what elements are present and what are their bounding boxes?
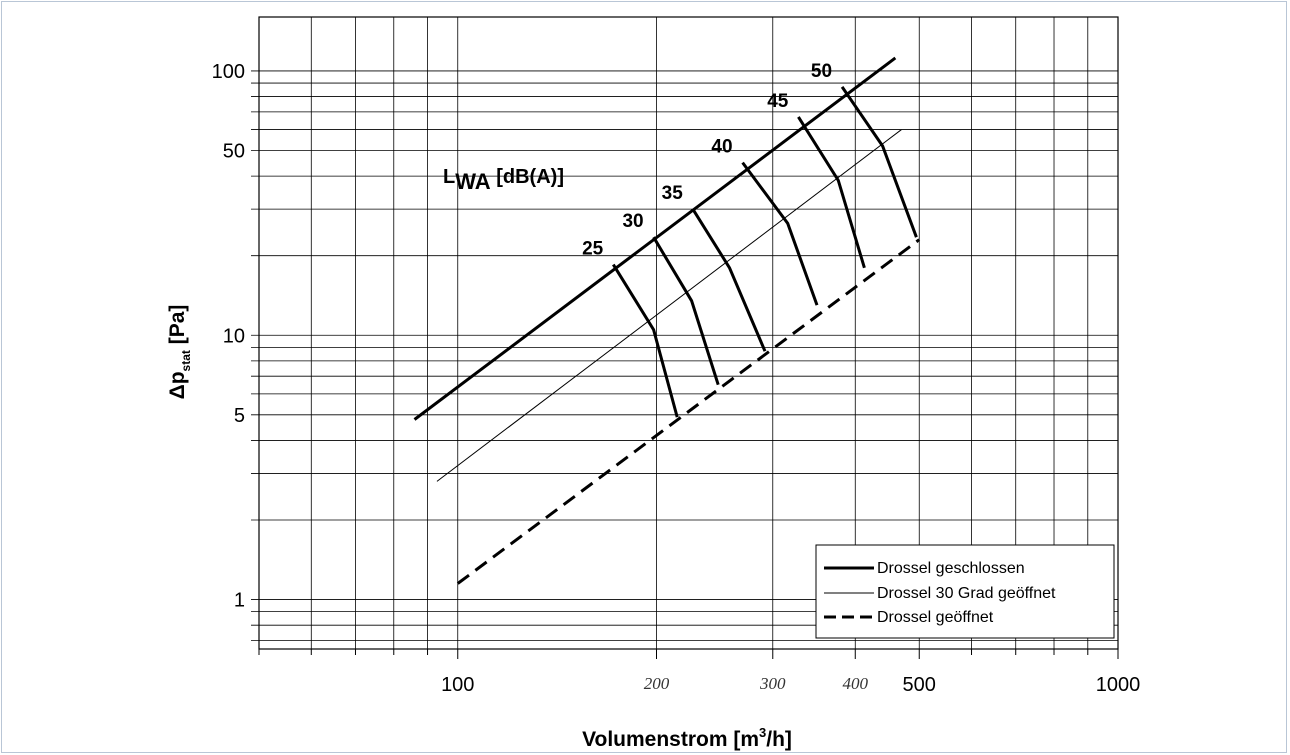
x-tick-label-handwritten: 300 [759,674,786,693]
lwa-line [612,263,679,418]
lwa-label: LWA [dB(A)] [443,166,564,194]
x-tick-label-handwritten: 200 [644,674,670,693]
lwa-line [652,236,720,386]
legend-box [815,544,1115,639]
legend: Drossel geschlossen Drossel 30 Grad geöf… [815,544,1115,639]
lwa-line-label: 40 [711,137,732,158]
lwa-line-label: 30 [622,211,643,232]
x-tick-label: 100 [441,674,474,696]
x-tick-label-handwritten: 400 [843,674,869,693]
legend-label-30deg: Drossel 30 Grad geöffnet [877,585,1056,602]
y-tick-label: 50 [223,141,245,163]
series-line-thin [436,129,902,482]
plot-area-border [258,16,1119,650]
x-tick-label: 500 [903,674,936,696]
x-axis-title: Volumenstrom [m3/h] [582,725,792,751]
lwa-line-label: 45 [767,91,789,112]
lwa-line-label: 25 [582,239,604,260]
legend-label-open: Drossel geöffnet [877,609,994,626]
legend-label-closed: Drossel geschlossen [877,560,1025,577]
series-line-dashed [456,238,921,585]
y-tick-label: 10 [223,325,245,347]
lwa-line-label: 50 [811,61,832,82]
y-tick-label: 1 [234,590,245,612]
x-tick-label: 1000 [1096,674,1141,696]
series-layer [413,56,921,585]
lwa-line [741,161,819,306]
lwa-line [840,86,918,238]
grid [251,16,1119,659]
y-axis-title: Δpstat [Pa] [166,305,193,400]
lwa-line [797,116,866,269]
tick-labels: 100 500 1000 200 300 400 1 5 10 50 100 [212,61,1141,696]
lwa-line [691,208,767,352]
y-tick-label: 5 [234,405,245,427]
lwa-line-label: 35 [662,183,684,204]
y-tick-label: 100 [212,61,245,83]
lwa-lines-layer: 25 30 35 40 45 50 [582,61,918,418]
